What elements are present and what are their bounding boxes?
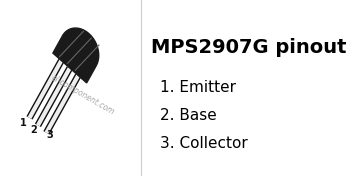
- Text: 1: 1: [20, 118, 27, 128]
- Text: 1. Emitter: 1. Emitter: [160, 80, 236, 95]
- Text: el-component.com: el-component.com: [50, 73, 117, 117]
- Text: 3. Collector: 3. Collector: [160, 136, 248, 151]
- Text: 2: 2: [31, 125, 37, 135]
- Text: 3: 3: [46, 130, 53, 140]
- Text: MPS2907G pinout: MPS2907G pinout: [151, 38, 346, 57]
- Text: 2. Base: 2. Base: [160, 108, 217, 123]
- Polygon shape: [53, 28, 99, 83]
